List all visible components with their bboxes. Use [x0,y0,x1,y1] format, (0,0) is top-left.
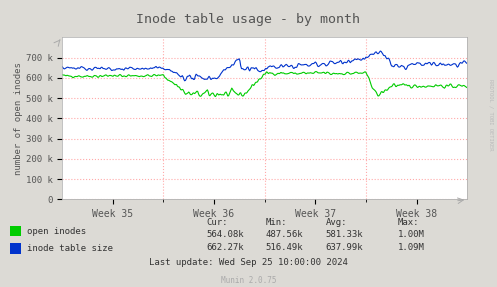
Text: 637.99k: 637.99k [326,243,363,252]
Text: inode table size: inode table size [27,244,113,253]
Text: Last update: Wed Sep 25 10:00:00 2024: Last update: Wed Sep 25 10:00:00 2024 [149,258,348,267]
Text: 564.08k: 564.08k [206,230,244,239]
Text: 487.56k: 487.56k [266,230,304,239]
Text: open inodes: open inodes [27,226,86,236]
Text: 516.49k: 516.49k [266,243,304,252]
Text: 581.33k: 581.33k [326,230,363,239]
Text: Min:: Min: [266,218,287,227]
Text: 1.00M: 1.00M [398,230,424,239]
Text: 1.09M: 1.09M [398,243,424,252]
Text: Avg:: Avg: [326,218,347,227]
Text: Inode table usage - by month: Inode table usage - by month [137,13,360,26]
Text: 662.27k: 662.27k [206,243,244,252]
Text: RRDTOOL / TOBI OETIKER: RRDTOOL / TOBI OETIKER [489,79,494,151]
Y-axis label: number of open inodes: number of open inodes [14,62,23,175]
Text: Munin 2.0.75: Munin 2.0.75 [221,276,276,285]
Text: Max:: Max: [398,218,419,227]
Text: Cur:: Cur: [206,218,228,227]
